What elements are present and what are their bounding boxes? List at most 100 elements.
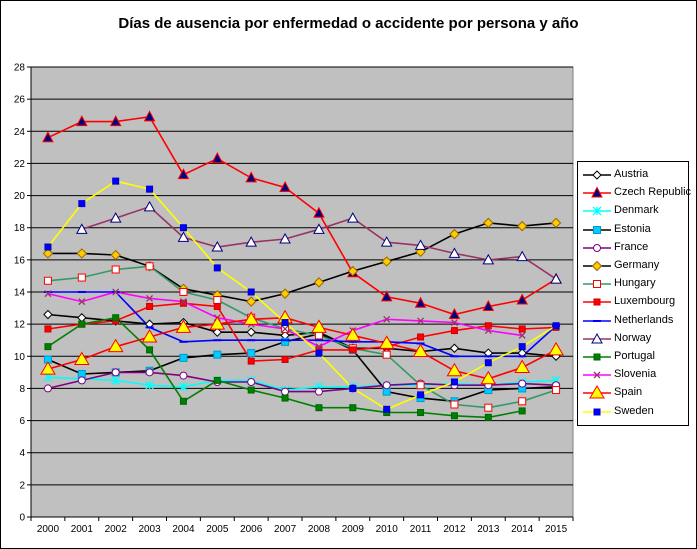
series-spain-point [311,319,327,333]
legend-item-spain: Spain [578,384,688,402]
series-luxembourg-point [484,322,492,330]
series-norway-point [550,273,562,284]
legend-label: Austria [614,168,649,180]
series-germany-point [42,248,54,259]
legend-swatch [583,408,611,416]
y-tick-label: 20 [14,191,26,202]
series-spain-point [40,361,56,375]
series-spain-point [107,338,124,353]
legend-swatch [583,280,611,289]
series-germany-point [347,265,359,277]
series-slovenia-point [417,317,425,325]
series-hungary-point [518,397,527,406]
series-sweden-point [383,405,391,413]
legend-czech-republic-point [591,186,603,198]
legend-hungary-point [593,280,601,289]
series-austria-point [449,343,460,353]
series-luxembourg-point [450,327,458,335]
series-germany [47,222,557,303]
legend-swatch [583,332,611,344]
series-portugal-point [281,394,289,402]
y-tick-label: 10 [14,352,26,363]
x-tick-label: 2014 [511,524,534,535]
series-hungary-point [484,403,493,412]
series-luxembourg-point [349,346,357,354]
series-norway-point [380,236,393,247]
series-portugal-point [112,314,120,322]
x-tick-label: 2003 [138,524,161,535]
chart-title: Días de ausencia por enfermedad o accide… [118,15,579,32]
legend-item-denmark: Denmark [578,202,688,220]
series-norway-point [482,253,495,265]
series-germany-point [483,217,494,229]
series-france-point [281,387,290,396]
series-estonia-point [247,349,256,358]
series-hungary-point [111,265,120,274]
legend-item-estonia: Estonia [578,221,688,239]
legend-swatch [583,243,611,252]
series-denmark-point [145,380,155,390]
legend-norway-point [591,332,603,344]
series-estonia-point [213,350,222,359]
legend-france-point [593,243,601,252]
series-hungary [47,265,557,409]
series-czech-republic-point [380,290,393,302]
series-slovenia-point [484,327,492,335]
series-czech-republic-point [414,296,427,308]
legend-item-hungary: Hungary [578,275,688,293]
series-austria [47,313,557,358]
legend-label: Spain [614,386,643,399]
series-hungary-point [382,350,391,359]
legend-luxembourg-point [593,298,601,306]
series-spain-point [378,335,395,349]
series-czech-republic-point [75,115,88,127]
series-france-point [179,371,188,380]
x-tick-label: 2006 [240,524,263,535]
series-estonia-point [281,337,290,346]
legend-item-luxembourg: Luxembourg [578,293,688,311]
series-norway-point [75,223,88,234]
series-norway-point [245,236,258,247]
series-norway-point [313,223,325,234]
series-france-point [145,368,154,377]
series-hungary-point [416,381,425,390]
series-czech-republic-point [245,171,258,183]
series-luxembourg-point [146,302,154,310]
x-tick-label: 2012 [443,524,466,535]
series-sweden-point [450,378,458,386]
series-luxembourg-point [179,299,187,307]
series-czech-republic-point [109,115,122,127]
series-luxembourg-point [518,325,526,333]
series-norway-point [279,232,291,244]
series-portugal-point [518,407,526,415]
series-luxembourg [47,302,557,362]
legend-label: Estonia [614,222,651,235]
series-spain-point [175,319,192,333]
legend: Austria Czech Republic Denmark Estonia Franc… [577,161,691,426]
series-spain-point [548,341,564,356]
legend-label: Germany [614,259,660,271]
series-norway-point [109,212,122,223]
y-tick-label: 28 [14,63,26,74]
legend-austria-point [592,170,602,180]
series-germany-point [516,220,528,232]
series-slovenia-point [44,290,52,298]
x-tick-label: 2013 [477,524,500,535]
series-spain-point [344,327,361,341]
y-tick-label: 26 [14,95,26,106]
series-norway-point [211,240,224,252]
series-hungary-point [213,296,222,305]
series-france-point [111,368,120,377]
series-slovenia-point [179,298,187,306]
series-sweden-point [417,391,425,399]
legend-estonia-point [593,225,601,234]
series-spain-point [209,316,226,330]
legend-swatch [583,225,611,234]
legend-label: Hungary [614,277,656,290]
series-slovenia-point [281,325,289,333]
series-sweden-point [78,200,86,208]
series-norway-point [448,247,461,258]
series-czech-republic-markers [42,110,562,319]
series-sweden-point [44,243,52,251]
series-france-point [77,376,86,385]
